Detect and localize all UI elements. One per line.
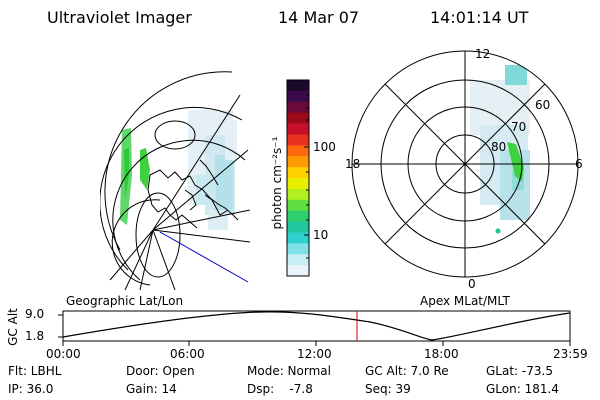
colorbar-band [287, 101, 309, 114]
geographic-map [100, 71, 250, 290]
colorbar-band [287, 80, 309, 92]
colorbar-band [287, 90, 309, 103]
colorbar-band [287, 112, 309, 125]
colorbar-band [287, 167, 309, 179]
altitude-curve [62, 311, 571, 341]
timeline-x-label-0000: 00:00 [46, 347, 81, 361]
colorbar-band [287, 145, 309, 157]
status-seq: Seq: 39 [365, 382, 411, 396]
colorbar-band [287, 188, 309, 201]
status-glon: GLon: 181.4 [486, 382, 559, 396]
polar-label-dawn: 6 [575, 157, 583, 171]
colorbar-band [287, 210, 309, 223]
status-mode: Mode: Normal [247, 364, 331, 378]
polar-label-midnight: 0 [468, 277, 476, 291]
instrument-title: Ultraviolet Imager [47, 8, 192, 27]
colorbar-ticks [304, 94, 309, 259]
date-label: 14 Mar 07 [278, 8, 360, 27]
colorbar-band [287, 243, 309, 255]
timeline-x-label-1200: 12:00 [297, 347, 332, 361]
polar-label-dusk: 18 [345, 157, 361, 171]
time-label: 14:01:14 UT [430, 8, 529, 27]
altitude-timeline [58, 310, 571, 346]
timeline-x-label-1800: 18:00 [424, 347, 459, 361]
colorbar-unit-label: photon cm⁻²s⁻¹ [270, 136, 284, 230]
timeline-x-label-0600: 06:00 [170, 347, 205, 361]
colorbar-band [287, 221, 309, 233]
colorbar-band [287, 232, 309, 244]
status-glat: GLat: -73.5 [486, 364, 553, 378]
timeline-right-title: Apex MLat/MLT [420, 294, 510, 308]
polar-lat-70: 70 [511, 120, 527, 134]
geo-aurora-haze [188, 110, 237, 230]
geo-terminator-line [159, 231, 249, 283]
colorbar-band [287, 156, 309, 168]
polar-aurora-dot [495, 228, 501, 234]
timeline-axis-label: GC Alt [6, 308, 20, 346]
status-ip: IP: 36.0 [8, 382, 54, 396]
status-dsp: Dsp: -7.8 [247, 382, 313, 396]
colorbar-band [287, 123, 309, 135]
colorbar-band [287, 134, 309, 146]
colorbar-band [287, 199, 309, 212]
polar-map [351, 50, 579, 278]
timeline-x-label-2359: 23:59 [553, 347, 588, 361]
timeline-y-label-min: 1.8 [25, 329, 45, 343]
polar-grid [351, 50, 579, 278]
geo-coastline [147, 159, 239, 229]
geo-aurora-green-left-core [124, 148, 129, 200]
polar-label-noon: 12 [475, 47, 491, 61]
colorbar-tick-10: 10 [313, 228, 329, 242]
colorbar [286, 79, 310, 277]
status-gc-alt: GC Alt: 7.0 Re [365, 364, 449, 378]
status-door: Door: Open [126, 364, 195, 378]
timeline-y-label-max: 9.0 [25, 307, 45, 321]
status-filter: Flt: LBHL [8, 364, 62, 378]
polar-lat-60: 60 [535, 98, 551, 112]
polar-aurora-green [507, 142, 524, 182]
colorbar-band [287, 265, 309, 277]
timeline-ticks [58, 314, 571, 346]
status-gain: Gain: 14 [126, 382, 177, 396]
colorbar-tick-100: 100 [313, 140, 336, 154]
polar-lat-80: 80 [491, 140, 507, 154]
geo-grid [100, 71, 250, 290]
colorbar-band [287, 254, 309, 266]
colorbar-band [287, 178, 309, 190]
timeline-left-title: Geographic Lat/Lon [66, 294, 184, 308]
